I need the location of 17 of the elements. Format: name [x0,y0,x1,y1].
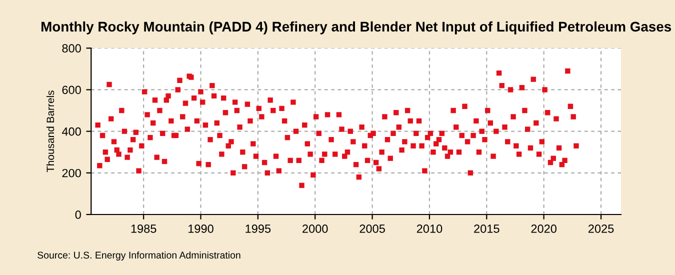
x-tick-label: 2015 [474,224,500,233]
y-tick-label: 400 [62,127,81,136]
x-tick-label: 1985 [131,224,156,233]
y-tick-label: 0 [75,210,81,219]
x-tick-label: 1995 [246,224,271,233]
x-tick-label: 2010 [416,224,442,233]
x-tick-label: 1990 [188,224,214,233]
y-tick-label: 200 [62,168,81,178]
x-tick-label: 2020 [531,224,556,233]
chart-title: Monthly Rocky Mountain (PADD 4) Refinery and Blender Net Input of Liquified Petroleum Gases [42,21,672,34]
y-tick-label: 600 [62,86,81,94]
source-note: Source: U.S. Energy Information Administration [38,251,240,261]
x-tick-label: 2000 [302,224,328,233]
x-tick-label: 2025 [588,224,614,233]
x-tick-label: 2005 [360,224,385,233]
y-axis-title: Thousand Barrels [46,90,54,172]
y-tick-label: 800 [62,44,81,53]
